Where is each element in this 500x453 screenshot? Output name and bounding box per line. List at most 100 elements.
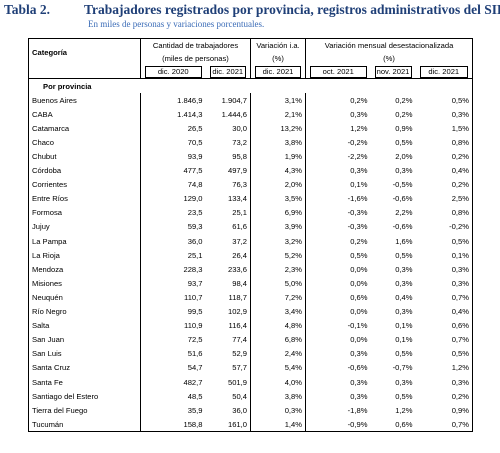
value-cell: 74,8 <box>140 177 206 192</box>
data-row: Chaco 70,5 73,2 3,8% -0,2% 0,5% 0,8% <box>29 135 473 150</box>
data-row: Buenos Aires 1.846,9 1.904,7 3,1% 0,2% 0,2% 0,… <box>29 93 473 108</box>
value-cell: 4,0% <box>250 374 306 390</box>
value-cell: 7,2% <box>250 290 306 305</box>
data-row: Santiago del Estero 48,5 50,4 3,8% 0,3% 0,5% 0… <box>29 389 473 404</box>
data-row: Misiones 93,7 98,4 5,0% 0,0% 0,3% 0,3% <box>29 276 473 291</box>
value-cell: 482,7 <box>140 374 206 390</box>
value-cell: 26,5 <box>140 121 206 136</box>
data-row: Santa Cruz 54,7 57,7 5,4% -0,6% -0,7% 1,2% <box>29 360 473 375</box>
value-cell: 0,3% <box>451 109 469 119</box>
value-cell: 158,8 <box>140 417 206 432</box>
period-label: dic. 2020 <box>145 65 202 78</box>
value-cell: 73,2 <box>232 137 247 147</box>
value-cell: 93,9 <box>140 149 206 164</box>
value-cell: 0,5% <box>395 349 413 359</box>
data-row: Mendoza 228,3 233,6 2,3% 0,0% 0,3% 0,3% <box>29 262 473 277</box>
province-name: Jujuy <box>32 222 50 232</box>
province-name: San Luis <box>32 349 62 359</box>
value-cell: 0,8% <box>451 208 469 218</box>
value-cell: 1.444,6 <box>221 109 247 119</box>
value-cell: 0,6% <box>395 419 413 429</box>
value-cell: 3,5% <box>250 191 306 206</box>
value-cell: 37,2 <box>232 236 247 246</box>
value-cell: 93,7 <box>140 276 206 291</box>
value-cell: 2,0% <box>250 177 306 192</box>
value-cell: 36,0 <box>140 234 206 249</box>
value-cell: 4,3% <box>250 163 306 178</box>
value-cell: 76,3 <box>232 180 247 190</box>
province-name: Buenos Aires <box>32 95 77 105</box>
value-cell: 25,1 <box>140 248 206 263</box>
value-cell: 1,4% <box>250 417 306 432</box>
value-cell: 35,9 <box>140 403 206 418</box>
value-cell: 0,7% <box>451 419 469 429</box>
period-label: dic. 2021 <box>209 65 246 78</box>
value-cell: -0,6% <box>305 360 371 375</box>
value-cell: 2,4% <box>250 346 306 361</box>
value-cell: 0,4% <box>395 292 413 302</box>
province-name: Santa Fe <box>32 377 63 387</box>
province-name: CABA <box>32 109 53 119</box>
value-cell: 2,5% <box>451 194 469 204</box>
value-cell: -0,3% <box>305 205 371 220</box>
value-cell: 0,7% <box>451 335 469 345</box>
category-header: Categoría <box>28 38 141 65</box>
value-cell: 1,6% <box>395 236 413 246</box>
group-unit: (%) <box>250 52 306 65</box>
table-label: Tabla 2. <box>4 2 51 17</box>
period-label: oct. 2021 <box>310 65 367 78</box>
value-cell: 0,3% <box>395 166 413 176</box>
data-row: La Pampa 36,0 37,2 3,2% 0,2% 1,6% 0,5% <box>29 234 473 249</box>
data-row: La Rioja 25,1 26,4 5,2% 0,5% 0,5% 0,1% <box>29 248 473 263</box>
period-label: nov. 2021 <box>374 65 412 78</box>
value-cell: 0,4% <box>451 166 469 176</box>
value-cell: 0,3% <box>395 264 413 274</box>
period-label: dic. 2021 <box>419 65 468 78</box>
province-name: Tucumán <box>32 419 64 429</box>
value-cell: 70,5 <box>140 135 206 150</box>
value-cell: 3,4% <box>250 304 306 319</box>
value-cell: 0,3% <box>395 377 413 387</box>
value-cell: -0,5% <box>392 180 413 190</box>
value-cell: 0,1% <box>305 177 371 192</box>
value-cell: 118,7 <box>228 292 247 302</box>
value-cell: 1,5% <box>451 123 469 133</box>
value-cell: 110,9 <box>140 318 206 333</box>
group-title: Cantidad de trabajadores <box>152 41 239 50</box>
province-name: Catamarca <box>32 123 70 133</box>
value-cell: -0,7% <box>392 363 413 373</box>
value-cell: 61,6 <box>232 222 247 232</box>
value-cell: -0,2% <box>305 135 371 150</box>
data-row: Tucumán 158,8 161,0 1,4% -0,9% 0,6% 0,7% <box>29 417 473 432</box>
data-row: San Luis 51,6 52,9 2,4% 0,3% 0,5% 0,5% <box>29 346 473 361</box>
value-cell: 129,0 <box>140 191 206 206</box>
table-title: Trabajadores registrados por provincia, … <box>84 2 500 17</box>
section-label: Por provincia <box>28 78 473 94</box>
value-cell: 0,3% <box>305 374 371 390</box>
data-row: Santa Fe 482,7 501,9 4,0% 0,3% 0,3% 0,3% <box>29 374 473 390</box>
value-cell: 0,0% <box>305 304 371 319</box>
value-cell: 0,0% <box>305 276 371 291</box>
value-cell: 0,5% <box>305 248 371 263</box>
value-cell: -0,6% <box>392 222 413 232</box>
value-cell: 0,1% <box>395 335 413 345</box>
data-row: Salta 110,9 116,4 4,8% -0,1% 0,1% 0,6% <box>29 318 473 333</box>
value-cell: 161,0 <box>227 419 247 429</box>
value-cell: 54,7 <box>140 360 206 375</box>
value-cell: 0,2% <box>395 109 413 119</box>
value-cell: -1,8% <box>305 403 371 418</box>
value-cell: 0,9% <box>395 123 413 133</box>
value-cell: 0,5% <box>451 236 469 246</box>
value-cell: -0,1% <box>305 318 371 333</box>
province-name: Chubut <box>32 152 57 162</box>
group-title: Variación i.a. <box>250 38 306 52</box>
value-cell: 0,6% <box>451 321 469 331</box>
value-cell: 0,3% <box>305 389 371 404</box>
data-row: Catamarca 26,5 30,0 13,2% 1,2% 0,9% 1,5% <box>29 121 473 136</box>
data-row: Río Negro 99,5 102,9 3,4% 0,0% 0,3% 0,4% <box>29 304 473 319</box>
value-cell: 2,1% <box>250 107 306 122</box>
data-row: Neuquén 110,7 118,7 7,2% 0,6% 0,4% 0,7% <box>29 290 473 305</box>
group-title: Variación mensual desestacionalizada <box>305 38 473 52</box>
value-cell: 72,5 <box>140 332 206 347</box>
